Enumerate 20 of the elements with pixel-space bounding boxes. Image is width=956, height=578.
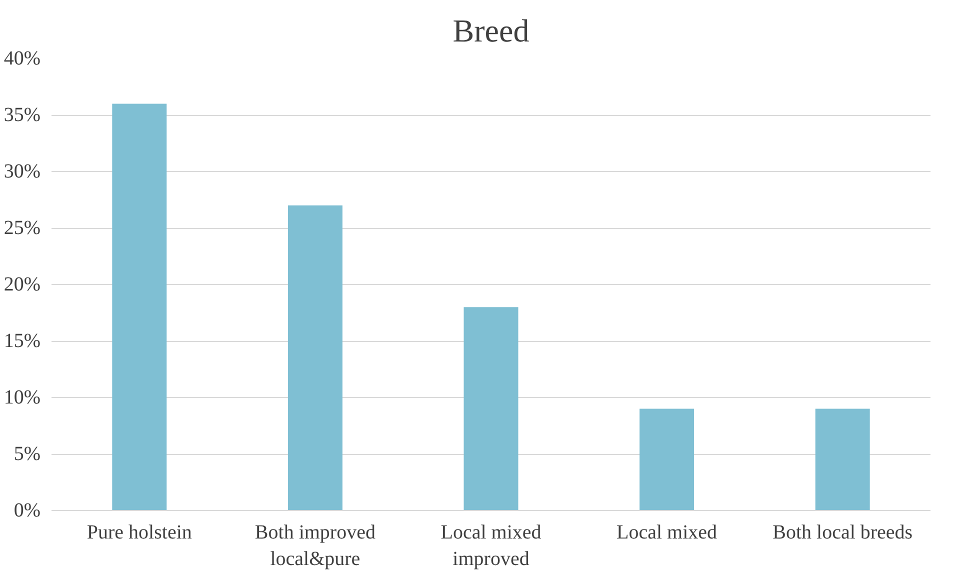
- x-tick-label: Local mixed: [616, 522, 718, 544]
- bar: [640, 408, 694, 510]
- y-tick-label: 30%: [4, 160, 41, 182]
- y-tick-label: 10%: [4, 386, 41, 408]
- bar: [464, 307, 518, 510]
- bar: [112, 104, 167, 510]
- x-tick-label: Pure holstein: [86, 522, 192, 544]
- x-tick-label: Both local breeds: [772, 522, 913, 544]
- bar: [288, 205, 342, 510]
- y-tick-label: 0%: [14, 500, 41, 522]
- y-tick-label: 5%: [14, 443, 41, 465]
- y-tick-label: 20%: [4, 274, 41, 296]
- bar: [815, 408, 870, 510]
- y-tick-label: 15%: [4, 330, 41, 352]
- chart-title: Breed: [452, 12, 530, 48]
- x-tick-label: Local mixed improved: [440, 522, 542, 570]
- x-tick-label: Both improved local&pure: [254, 522, 376, 570]
- y-tick-label: 35%: [4, 104, 41, 126]
- y-tick-label: 25%: [4, 217, 41, 239]
- y-tick-label: 40%: [4, 48, 41, 70]
